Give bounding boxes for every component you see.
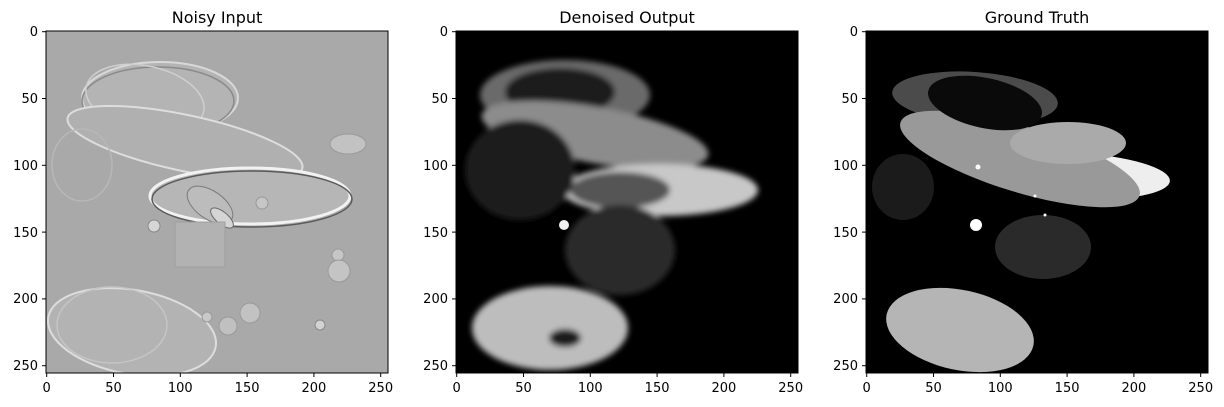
x-tick-label: 100 — [988, 381, 1013, 396]
y-tick-label: 150 — [13, 226, 38, 241]
x-tick-label: 150 — [1055, 381, 1080, 396]
panel-title: Ground Truth — [985, 8, 1090, 27]
x-tick-label: 150 — [645, 381, 670, 396]
y-tick-label: 0 — [440, 25, 448, 40]
x-tick-label: 100 — [578, 381, 603, 396]
y-tick-label: 100 — [423, 159, 448, 174]
y-tick-label: 200 — [833, 292, 858, 307]
y-tick-label: 250 — [833, 359, 858, 374]
x-tick-label: 50 — [925, 381, 942, 396]
panel-denoised-output: Denoised Output 0 — [423, 8, 803, 396]
x-tick-label: 200 — [1121, 381, 1146, 396]
x-tick-label: 0 — [453, 381, 461, 396]
y-tick-label: 100 — [13, 159, 38, 174]
y-tick-label: 200 — [423, 292, 448, 307]
x-tick-label: 250 — [778, 381, 803, 396]
y-tick-label: 250 — [423, 359, 448, 374]
ground-truth-image — [866, 31, 1208, 373]
y-axis-ticks: 0 50 100 150 200 250 — [833, 25, 866, 374]
x-axis-ticks: 0 50 100 150 200 250 — [863, 373, 1213, 396]
x-axis-ticks: 0 50 100 150 200 250 — [453, 373, 803, 396]
x-tick-label: 50 — [105, 381, 122, 396]
y-tick-label: 50 — [841, 92, 858, 107]
panel-title: Denoised Output — [559, 8, 695, 27]
y-tick-label: 50 — [21, 92, 38, 107]
panel-title: Noisy Input — [172, 8, 263, 27]
x-tick-label: 250 — [368, 381, 393, 396]
denoised-output-image — [456, 31, 798, 373]
panel-noisy-input: Noisy Input — [13, 8, 393, 396]
x-axis-ticks: 0 50 100 150 200 250 — [43, 373, 393, 396]
y-tick-label: 100 — [833, 159, 858, 174]
x-tick-label: 150 — [235, 381, 260, 396]
y-tick-label: 0 — [30, 25, 38, 40]
noisy-input-image — [46, 31, 388, 373]
y-tick-label: 150 — [833, 226, 858, 241]
y-tick-label: 150 — [423, 226, 448, 241]
x-tick-label: 50 — [515, 381, 532, 396]
x-tick-label: 100 — [168, 381, 193, 396]
x-tick-label: 0 — [863, 381, 871, 396]
x-tick-label: 200 — [301, 381, 326, 396]
y-tick-label: 0 — [850, 25, 858, 40]
y-axis-ticks: 0 50 100 150 200 250 — [13, 25, 46, 374]
y-tick-label: 250 — [13, 359, 38, 374]
x-tick-label: 200 — [711, 381, 736, 396]
y-axis-ticks: 0 50 100 150 200 250 — [423, 25, 456, 374]
panel-ground-truth: Ground Truth 0 50 100 1 — [833, 8, 1213, 396]
x-tick-label: 0 — [43, 381, 51, 396]
y-tick-label: 50 — [431, 92, 448, 107]
y-tick-label: 200 — [13, 292, 38, 307]
x-tick-label: 250 — [1188, 381, 1213, 396]
